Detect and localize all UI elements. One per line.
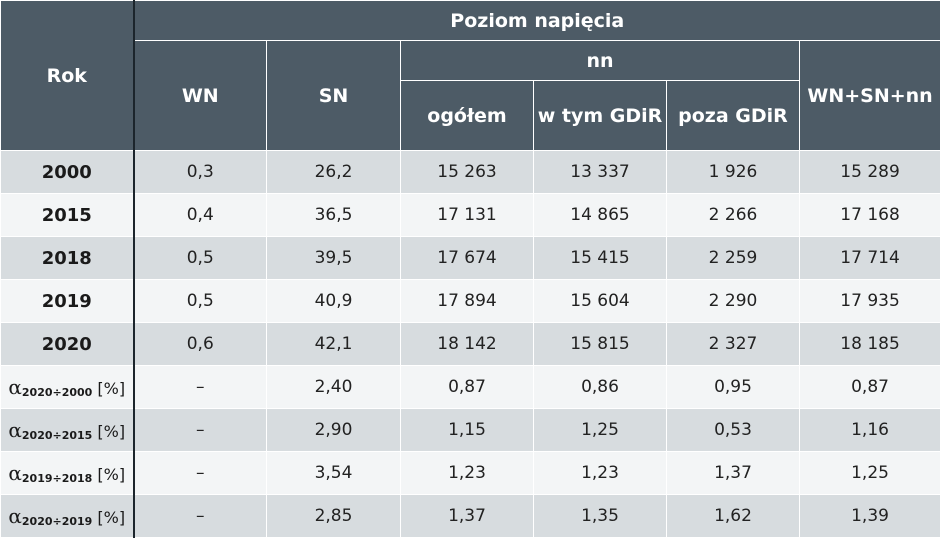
alpha-subscript: 2020÷2000 [21, 386, 93, 399]
table-header: Rok Poziom napięcia WN SN nn WN+SN+nn og… [0, 0, 940, 151]
row-alpha-label: α2019÷2018 [%] [0, 451, 135, 495]
table-cell: 2 266 [666, 193, 800, 237]
table-cell: 1 926 [666, 150, 800, 194]
alpha-subscript: 2019÷2018 [21, 472, 93, 485]
header-poza-gdir: poza GDiR [666, 80, 800, 151]
row-year-label: 2020 [0, 322, 135, 366]
table-cell: 18 142 [400, 322, 534, 366]
alpha-unit: [%] [92, 508, 126, 527]
table-cell: – [133, 451, 267, 495]
table-cell: 18 185 [798, 322, 940, 366]
alpha-symbol: α [8, 418, 22, 442]
table-cell: 2 327 [666, 322, 800, 366]
table-cell: 26,2 [266, 150, 401, 194]
table-cell: 2,90 [266, 408, 401, 452]
table-cell: 0,5 [133, 279, 267, 323]
header-nn: nn [400, 40, 800, 81]
alpha-subscript: 2020÷2019 [21, 515, 93, 528]
table-cell: 2,40 [266, 365, 401, 409]
table-cell: 1,25 [798, 451, 940, 495]
table-cell: 0,4 [133, 193, 267, 237]
table-cell: – [133, 408, 267, 452]
table-cell: 1,15 [400, 408, 534, 452]
table-cell: 17 714 [798, 236, 940, 280]
table-cell: 39,5 [266, 236, 401, 280]
table-cell: 1,62 [666, 494, 800, 538]
row-year-label: 2015 [0, 193, 135, 237]
table-cell: 0,6 [133, 322, 267, 366]
row-alpha-label: α2020÷2019 [%] [0, 494, 135, 538]
table-cell: 15 289 [798, 150, 940, 194]
table-cell: 0,5 [133, 236, 267, 280]
table-row: 2019 0,5 40,9 17 894 15 604 2 290 17 935 [0, 279, 940, 323]
table-cell: 0,53 [666, 408, 800, 452]
table-cell: 1,37 [666, 451, 800, 495]
table-cell: 2,85 [266, 494, 401, 538]
table-cell: 42,1 [266, 322, 401, 366]
table-cell: 15 604 [533, 279, 667, 323]
table-row: α2019÷2018 [%] –3,54 1,23 1,23 1,37 1,25 [0, 451, 940, 495]
table-cell: 0,87 [400, 365, 534, 409]
alpha-symbol: α [8, 504, 22, 528]
table-cell: – [133, 365, 267, 409]
table-cell: 14 865 [533, 193, 667, 237]
table-cell: 1,23 [400, 451, 534, 495]
row-alpha-label: α2020÷2015 [%] [0, 408, 135, 452]
header-ogolem: ogółem [400, 80, 534, 151]
table-cell: 1,39 [798, 494, 940, 538]
table-cell: 36,5 [266, 193, 401, 237]
table-cell: 2 290 [666, 279, 800, 323]
alpha-symbol: α [8, 375, 22, 399]
table-cell: 1,37 [400, 494, 534, 538]
table-cell: – [133, 494, 267, 538]
table-cell: 13 337 [533, 150, 667, 194]
table-row: 2018 0,5 39,5 17 674 15 415 2 259 17 714 [0, 236, 940, 280]
table-row: 2000 0,3 26,2 15 263 13 337 1 926 15 289 [0, 150, 940, 194]
table-cell: 15 815 [533, 322, 667, 366]
header-total: WN+SN+nn [798, 40, 940, 151]
header-wn: WN [133, 40, 267, 151]
alpha-subscript: 2020÷2015 [21, 429, 93, 442]
table-body: 2000 0,3 26,2 15 263 13 337 1 926 15 289 2015 0,… [0, 150, 940, 538]
table-cell: 0,87 [798, 365, 940, 409]
table-cell: 3,54 [266, 451, 401, 495]
header-poziom-napiecia: Poziom napięcia [132, 0, 940, 41]
table-row: 2020 0,6 42,1 18 142 15 815 2 327 18 185 [0, 322, 940, 366]
table-cell: 17 894 [400, 279, 534, 323]
table-cell: 15 415 [533, 236, 667, 280]
alpha-unit: [%] [92, 422, 126, 441]
table-cell: 17 168 [798, 193, 940, 237]
table-cell: 2 259 [666, 236, 800, 280]
table-cell: 0,95 [666, 365, 800, 409]
table-row: 2015 0,4 36,5 17 131 14 865 2 266 17 168 [0, 193, 940, 237]
table-row: α2020÷2015 [%] –2,90 1,15 1,25 0,53 1,16 [0, 408, 940, 452]
table-row: α2020÷2019 [%] –2,85 1,37 1,35 1,62 1,39 [0, 494, 940, 538]
header-sn: SN [266, 40, 401, 151]
table-cell: 0,3 [133, 150, 267, 194]
table-cell: 40,9 [266, 279, 401, 323]
table-cell: 17 935 [798, 279, 940, 323]
table-cell: 1,35 [533, 494, 667, 538]
row-alpha-label: α2020÷2000 [%] [0, 365, 135, 409]
table-cell: 1,23 [533, 451, 667, 495]
table-cell: 0,86 [533, 365, 667, 409]
table-row: α2020÷2000 [%] –2,40 0,87 0,86 0,95 0,87 [0, 365, 940, 409]
row-year-label: 2019 [0, 279, 135, 323]
header-rok: Rok [0, 0, 135, 151]
table-cell: 17 131 [400, 193, 534, 237]
row-year-label: 2018 [0, 236, 135, 280]
table-cell: 15 263 [400, 150, 534, 194]
header-w-tym-gdir: w tym GDiR [533, 80, 667, 151]
table-cell: 17 674 [400, 236, 534, 280]
table-cell: 1,16 [798, 408, 940, 452]
alpha-symbol: α [8, 461, 22, 485]
row-year-label: 2000 [0, 150, 135, 194]
alpha-unit: [%] [92, 379, 126, 398]
alpha-unit: [%] [92, 465, 126, 484]
table-cell: 1,25 [533, 408, 667, 452]
